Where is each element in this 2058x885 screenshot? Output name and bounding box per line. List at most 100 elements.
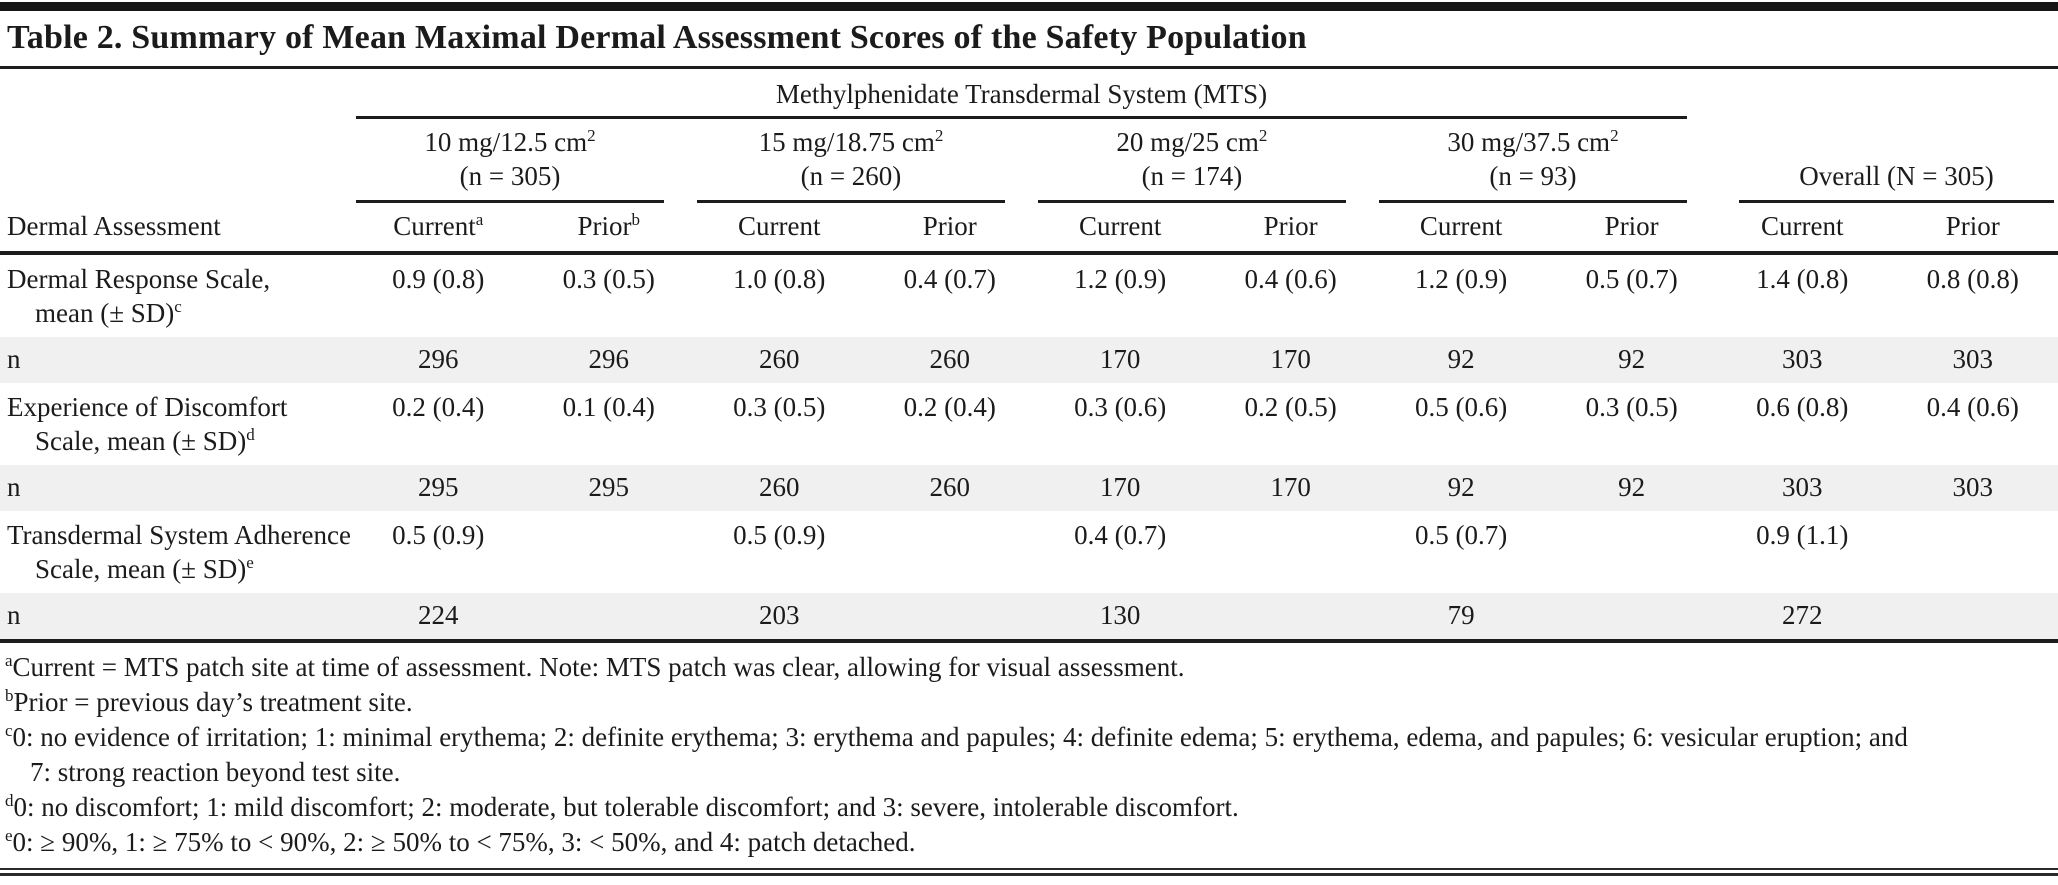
footnote-e: e0: ≥ 90%, 1: ≥ 75% to < 90%, 2: ≥ 50% t… bbox=[5, 826, 916, 857]
cell bbox=[1546, 511, 1717, 593]
cell: 224 bbox=[353, 593, 524, 643]
footnote-marker: b bbox=[631, 210, 640, 229]
cell: 260 bbox=[758, 472, 800, 502]
cell: 296 bbox=[417, 344, 459, 374]
cell: 92 bbox=[1618, 344, 1646, 374]
dose-group-10mg: 10 mg/12.5 cm2 (n = 305) bbox=[353, 119, 694, 203]
col-header-prior: Priorb bbox=[523, 203, 694, 255]
col-header-current: Currenta bbox=[353, 203, 524, 255]
row-label: n bbox=[7, 472, 21, 502]
dose-label: 20 mg/25 cm2 bbox=[1116, 126, 1268, 157]
cell bbox=[864, 593, 1035, 643]
dose-group-20mg: 20 mg/25 cm2 (n = 174) bbox=[1035, 119, 1376, 203]
dose-group-30mg: 30 mg/37.5 cm2 (n = 93) bbox=[1376, 119, 1717, 203]
cell: 260 bbox=[758, 344, 800, 374]
dermal-assessment-table: Methylphenidate Transdermal System (MTS)… bbox=[0, 69, 2058, 643]
group-n-label: (n = 305) bbox=[459, 161, 561, 191]
col-header-current: Current bbox=[1375, 203, 1547, 255]
dose-label: 10 mg/12.5 cm2 bbox=[424, 126, 596, 157]
cell: 260 bbox=[929, 472, 970, 502]
mts-group-header: Methylphenidate Transdermal System (MTS) bbox=[356, 69, 1687, 119]
group-n-label: (n = 174) bbox=[1141, 161, 1243, 191]
cell bbox=[1887, 593, 2058, 643]
cell: 92 bbox=[1447, 472, 1475, 502]
table-row-adherence: Transdermal System Adherence Scale, mean… bbox=[0, 511, 2058, 593]
cell: 170 bbox=[1099, 472, 1141, 502]
footnote-marker: a bbox=[5, 651, 13, 670]
cell: 0.5 (0.7) bbox=[1415, 520, 1508, 550]
col-header-prior: Prior bbox=[864, 203, 1035, 255]
cell: 0.3 (0.6) bbox=[1074, 392, 1167, 422]
cell: 130 bbox=[1034, 593, 1206, 643]
cell: 0.9 (0.8) bbox=[392, 264, 485, 294]
cell: 260 bbox=[929, 344, 970, 374]
table-footnotes: aCurrent = MTS patch site at time of ass… bbox=[0, 643, 2058, 862]
cell: 303 bbox=[1781, 344, 1823, 374]
cell: 170 bbox=[1099, 344, 1141, 374]
footnote-marker: e bbox=[5, 826, 13, 845]
footnote-b: bPrior = previous day’s treatment site. bbox=[5, 686, 413, 717]
cell bbox=[1205, 511, 1375, 593]
cell: 170 bbox=[1270, 472, 1311, 502]
footnote-a: aCurrent = MTS patch site at time of ass… bbox=[5, 651, 1185, 682]
cell: 272 bbox=[1716, 593, 1888, 643]
cell: 295 bbox=[417, 472, 459, 502]
row-label: Transdermal System Adherence Scale, mean… bbox=[7, 520, 351, 584]
dose-group-row: 10 mg/12.5 cm2 (n = 305) 15 mg/18.75 cm2… bbox=[0, 119, 2058, 203]
cell: 0.5 (0.9) bbox=[392, 520, 485, 550]
cell: 0.3 (0.5) bbox=[1585, 392, 1678, 422]
table-row-n: n 295 295 260 260 170 170 92 92 303 303 bbox=[0, 465, 2058, 511]
cell: 1.4 (0.8) bbox=[1756, 264, 1849, 294]
dose-group-15mg: 15 mg/18.75 cm2 (n = 260) bbox=[694, 119, 1035, 203]
col-header-prior: Prior bbox=[1887, 203, 2058, 255]
footnote-marker: e bbox=[246, 553, 254, 572]
cell: 1.2 (0.9) bbox=[1415, 264, 1508, 294]
row-label: Dermal Response Scale, mean (± SD)c bbox=[7, 264, 271, 328]
empty-stub-cell bbox=[0, 119, 353, 203]
footnote-marker: b bbox=[5, 686, 14, 705]
col-header-current: Current bbox=[1034, 203, 1206, 255]
empty-cell bbox=[1717, 69, 2058, 119]
cell bbox=[523, 593, 694, 643]
cell bbox=[1205, 593, 1376, 643]
cell: 0.2 (0.4) bbox=[392, 392, 485, 422]
dose-label: 15 mg/18.75 cm2 bbox=[758, 126, 944, 157]
cell: 303 bbox=[1952, 472, 1993, 502]
cell: 0.6 (0.8) bbox=[1756, 392, 1849, 422]
table-row-dermal-response: Dermal Response Scale, mean (± SD)c 0.9 … bbox=[0, 253, 2058, 337]
cell: 295 bbox=[588, 472, 629, 502]
group-n-label: (n = 93) bbox=[1489, 161, 1577, 191]
cell: 203 bbox=[693, 593, 865, 643]
squared-sup: 2 bbox=[587, 126, 596, 145]
cell: 170 bbox=[1270, 344, 1311, 374]
table-row-n: n 224 203 130 79 272 bbox=[0, 593, 2058, 643]
footnote-c: c0: no evidence of irritation; 1: minima… bbox=[5, 721, 1908, 787]
mts-spanner-cell: Methylphenidate Transdermal System (MTS) bbox=[353, 69, 1717, 119]
col-header-prior: Prior bbox=[1546, 203, 1717, 255]
cell: 0.5 (0.6) bbox=[1415, 392, 1508, 422]
cell bbox=[1546, 593, 1717, 643]
cell: 0.2 (0.4) bbox=[903, 392, 996, 422]
cell: 0.5 (0.7) bbox=[1585, 264, 1678, 294]
squared-sup: 2 bbox=[934, 126, 944, 145]
cell: 79 bbox=[1375, 593, 1547, 643]
row-label: Experience of Discomfort Scale, mean (± … bbox=[7, 392, 288, 456]
subheader-row: Dermal Assessment Currenta Priorb Curren… bbox=[0, 203, 2058, 255]
footnote-marker: c bbox=[174, 297, 182, 316]
footnote-marker: a bbox=[475, 210, 484, 229]
cell: 0.4 (0.6) bbox=[1244, 264, 1337, 294]
footnote-marker: d bbox=[246, 425, 255, 444]
cell: 1.2 (0.9) bbox=[1074, 264, 1167, 294]
overall-group-header: Overall (N = 305) bbox=[1738, 153, 2054, 203]
row-label: n bbox=[0, 593, 353, 643]
overall-group: Overall (N = 305) bbox=[1717, 119, 2058, 203]
table-bottom-rule bbox=[0, 868, 2058, 876]
table-row-n: n 296 296 260 260 170 170 92 92 303 303 bbox=[0, 337, 2058, 383]
cell: 0.8 (0.8) bbox=[1926, 264, 2019, 294]
table-title: Table 2. Summary of Mean Maximal Dermal … bbox=[0, 11, 2058, 69]
cell: 0.2 (0.5) bbox=[1244, 392, 1337, 422]
cell: 0.5 (0.9) bbox=[733, 520, 826, 550]
row-label: n bbox=[7, 344, 21, 374]
cell: 92 bbox=[1618, 472, 1646, 502]
